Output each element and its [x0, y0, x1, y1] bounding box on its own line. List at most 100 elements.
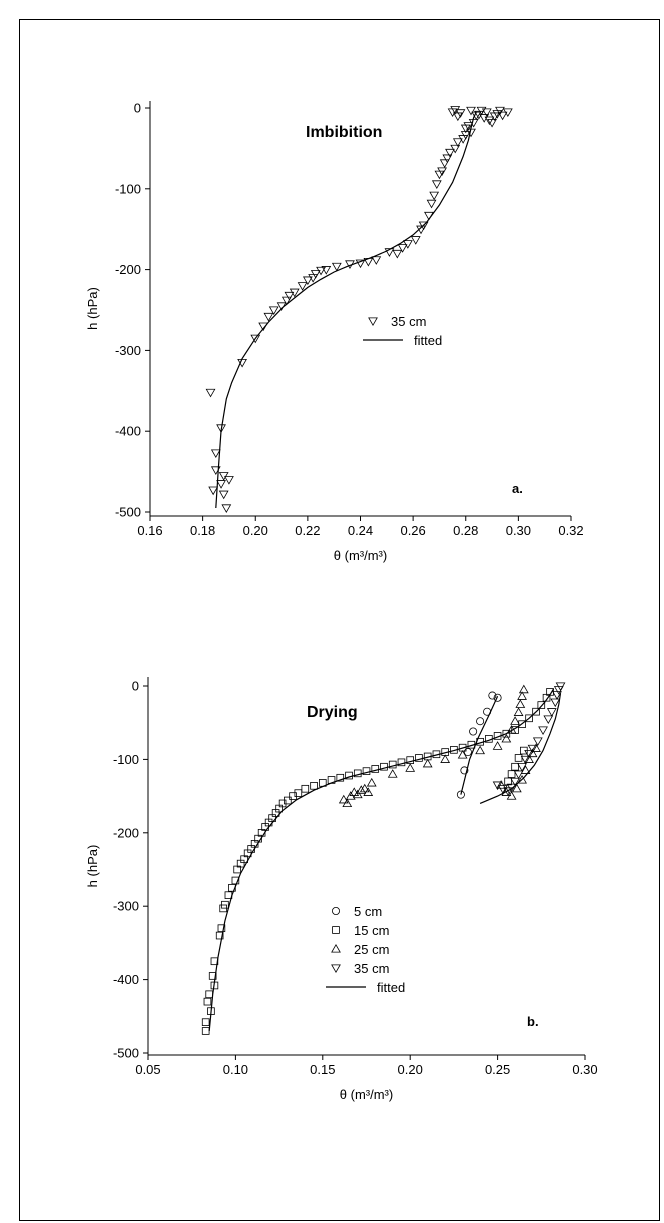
data-point	[431, 180, 442, 189]
data-point	[471, 111, 482, 121]
data-point	[218, 490, 229, 500]
data-point	[263, 312, 274, 322]
data-point	[520, 755, 531, 765]
data-point	[437, 167, 447, 177]
legend-marker	[331, 943, 341, 953]
series-5-cm	[456, 691, 502, 799]
data-point	[511, 783, 522, 793]
data-point	[353, 769, 362, 778]
data-point	[207, 1007, 215, 1015]
data-point	[524, 749, 534, 759]
legend-label: 5 cm	[354, 904, 382, 919]
data-point	[460, 766, 469, 775]
data-point	[352, 789, 363, 799]
data-point	[469, 727, 478, 736]
data-point	[475, 745, 486, 755]
legend-marker	[368, 317, 378, 327]
data-point	[546, 708, 557, 717]
data-point	[531, 743, 541, 752]
data-point	[371, 256, 382, 265]
legend-marker	[331, 907, 340, 916]
data-point	[495, 106, 505, 116]
series-35-cm	[205, 106, 513, 513]
fitted-curve	[460, 696, 499, 795]
data-point	[371, 765, 380, 773]
data-point	[284, 796, 292, 805]
y-tick-label: 0	[134, 101, 141, 116]
y-tick-label: -100	[113, 752, 139, 767]
legend-label: fitted	[414, 333, 442, 348]
data-point	[493, 693, 502, 702]
data-point	[301, 784, 310, 793]
data-point	[217, 924, 226, 933]
data-point	[493, 732, 502, 740]
data-point	[410, 236, 421, 245]
x-tick-label: 0.28	[453, 523, 478, 538]
data-point	[231, 876, 240, 885]
data-point	[210, 981, 219, 990]
data-point	[310, 782, 318, 790]
data-point	[537, 701, 546, 709]
y-tick-label: -400	[115, 424, 141, 439]
data-point	[205, 990, 213, 999]
data-point	[466, 128, 476, 138]
data-point	[481, 108, 492, 118]
data-point	[555, 682, 566, 692]
data-point	[321, 266, 332, 275]
data-point	[289, 792, 297, 800]
data-point	[456, 790, 465, 799]
y-tick-label: -200	[115, 262, 141, 277]
y-tick-label: -500	[115, 505, 141, 520]
y-axis-label: h (hPa)	[85, 845, 100, 888]
x-tick-label: 0.18	[190, 523, 215, 538]
chart-title: Imbibition	[306, 124, 382, 141]
y-tick-label: -200	[113, 825, 139, 840]
data-point	[506, 783, 517, 793]
data-point	[250, 334, 261, 344]
data-point	[310, 270, 321, 279]
data-point	[418, 221, 429, 231]
data-point	[513, 707, 524, 716]
data-point	[359, 783, 370, 793]
data-point	[488, 691, 497, 700]
data-point	[331, 262, 342, 272]
data-point	[445, 148, 455, 158]
data-point	[484, 116, 495, 126]
data-point	[205, 388, 216, 398]
data-point	[501, 733, 512, 743]
data-point	[476, 106, 487, 116]
data-point	[492, 741, 503, 750]
x-tick-label: 0.25	[485, 1062, 510, 1077]
data-point	[476, 717, 485, 726]
data-point	[294, 789, 303, 797]
data-point	[362, 767, 371, 775]
data-point	[201, 1018, 210, 1026]
data-point	[388, 760, 397, 769]
data-point	[514, 754, 523, 762]
data-point	[208, 486, 219, 496]
fitted-curve	[215, 111, 477, 509]
legend-label: 15 cm	[354, 923, 389, 938]
data-point	[507, 770, 516, 778]
x-tick-label: 0.05	[135, 1062, 160, 1077]
data-point	[397, 758, 406, 767]
data-point	[506, 791, 517, 800]
data-point	[215, 931, 224, 940]
data-point	[497, 111, 508, 121]
series-35-cm	[492, 682, 566, 796]
legend: 35 cm fitted	[363, 314, 442, 348]
data-point	[468, 118, 479, 128]
data-point	[221, 900, 229, 909]
data-point	[258, 322, 269, 332]
legend-marker	[331, 964, 341, 974]
data-point	[532, 707, 540, 716]
data-point	[308, 274, 319, 283]
data-point	[345, 771, 353, 780]
legend-label: fitted	[377, 980, 405, 995]
data-point	[442, 154, 453, 164]
data-point	[450, 746, 458, 754]
data-point	[397, 244, 408, 253]
data-point	[501, 787, 512, 796]
data-point	[424, 211, 434, 221]
